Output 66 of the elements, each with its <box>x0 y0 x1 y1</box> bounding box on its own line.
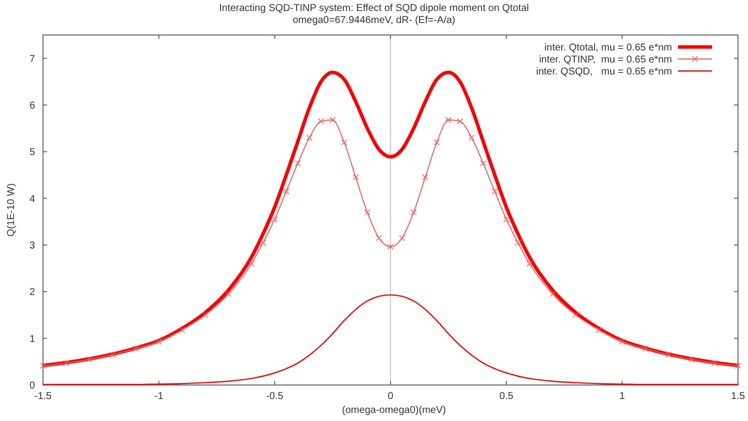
x-tick-label: 0.5 <box>499 391 514 402</box>
point <box>410 209 417 216</box>
point <box>665 352 672 358</box>
legend-label: inter. QTINP, mu = 0.65 e*nm <box>539 54 672 66</box>
point <box>503 216 510 222</box>
y-tick-label: 0 <box>29 380 36 392</box>
point <box>376 234 382 242</box>
y-tick-label: 7 <box>29 54 36 65</box>
point <box>364 209 370 216</box>
point <box>492 188 498 194</box>
point <box>318 118 324 124</box>
point <box>734 362 742 369</box>
x-tick-label: 1.5 <box>731 391 746 402</box>
point <box>63 360 70 366</box>
point <box>526 260 533 267</box>
x-axis-title: (omega-omega0)(meV) <box>342 405 446 416</box>
point <box>86 356 92 362</box>
x-tick-label: 0 <box>388 391 394 402</box>
point <box>434 139 440 146</box>
chart-subtitle: omega0=67.9446meV, dR- (Ef=-A/a) <box>292 15 456 26</box>
point <box>132 346 139 352</box>
x-tick-label: -0.5 <box>266 391 284 402</box>
point <box>260 240 266 246</box>
point <box>352 174 359 180</box>
point <box>341 139 348 146</box>
point <box>387 244 394 250</box>
y-tick-label: 1 <box>29 334 36 345</box>
point <box>688 356 695 362</box>
point <box>40 362 46 369</box>
point <box>156 338 162 345</box>
x-tick-label: -1.5 <box>34 391 52 402</box>
point <box>468 134 475 141</box>
point <box>178 326 186 333</box>
point <box>399 234 406 242</box>
point <box>272 216 278 222</box>
point <box>283 188 290 194</box>
chart-title: Interacting SQD-TINP system: Effect of SQD dipole moment on Qtotal <box>219 3 529 14</box>
x-tick-label: 1 <box>619 391 626 402</box>
y-tick-label: 5 <box>29 147 36 158</box>
point <box>572 312 579 318</box>
point <box>445 116 452 123</box>
y-axis-title: Q(1E-10 W) <box>6 183 17 237</box>
point <box>202 312 208 318</box>
point <box>596 326 602 333</box>
point <box>422 174 428 180</box>
point <box>642 346 648 352</box>
point <box>514 240 521 246</box>
point <box>712 360 718 366</box>
y-tick-label: 2 <box>29 287 36 298</box>
point <box>109 352 116 358</box>
point <box>225 290 232 298</box>
point <box>306 134 312 141</box>
y-tick-label: 6 <box>29 100 36 112</box>
y-tick-label: 3 <box>29 240 36 252</box>
point <box>248 260 255 267</box>
y-tick-label: 4 <box>29 194 36 205</box>
point <box>294 160 301 166</box>
line-series <box>42 294 739 386</box>
point <box>456 118 464 124</box>
point <box>619 338 626 345</box>
point <box>480 160 486 166</box>
legend-label: inter. Qtotal, mu = 0.65 e*nm <box>544 42 672 54</box>
point <box>550 290 556 298</box>
legend-label: inter. QSQD, mu = 0.65 e*nm <box>536 66 672 78</box>
x-tick-label: -1 <box>154 391 164 402</box>
point <box>330 116 336 123</box>
